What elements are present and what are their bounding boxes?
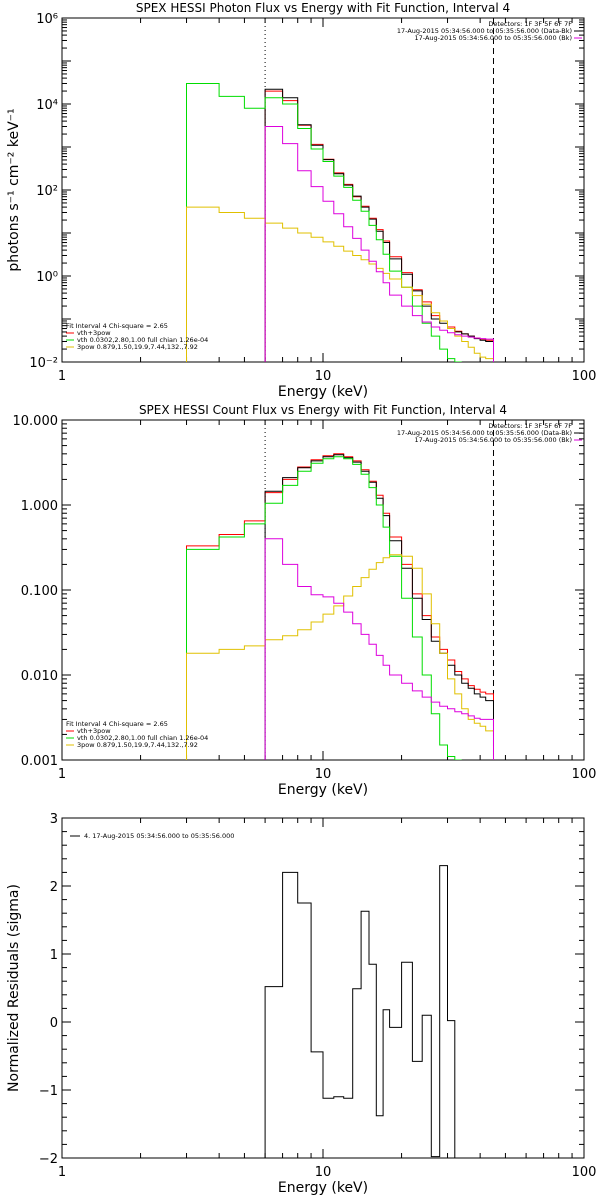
y-tick-label: 10² [36,184,58,199]
legend-bottom-left-text: vth 0.0302,2.80,1.00 full chian 1.26e-04 [77,336,208,344]
chart-panel-2: SPEX HESSI Count Flux vs Energy with Fit… [13,403,597,798]
legend-top-right-text: 17-Aug-2015 05:34:56.000 to 05:35:56.000… [397,27,572,35]
x-tick-label: 1 [58,1165,66,1180]
y-tick-label: 10⁴ [36,98,58,113]
legend-bottom-left-text: Fit Interval 4 Chi-square = 2.65 [66,720,168,728]
y-tick-label: 0.100 [21,584,58,599]
y-tick-label: −1 [39,1084,58,1099]
x-tick-label: 10 [315,767,332,782]
y-tick-label: 10⁶ [36,12,58,27]
series-line-vth-3pow [264,90,494,362]
y-axis-label: Normalized Residuals (sigma) [6,884,22,1092]
x-tick-label: 100 [572,1165,597,1180]
series-line-bk [264,126,494,362]
x-axis-label: Energy (keV) [278,782,368,798]
y-tick-label: 10⁰ [36,270,58,285]
legend-bottom-left-text: 3pow 0.879,1.50,19.9,7.44,132.,7.92 [77,343,198,351]
x-axis-label: Energy (keV) [278,384,368,400]
legend-top-right-text: 17-Aug-2015 05:34:56.000 to 05:35:56.000… [397,429,572,437]
chart-title: SPEX HESSI Count Flux vs Energy with Fit… [139,403,507,417]
x-tick-label: 100 [572,369,597,384]
y-tick-label: 3 [50,812,58,827]
y-tick-label: 1 [50,948,58,963]
y-tick-label: 10.000 [13,414,59,429]
legend-top-right-text: Detectors: 1F 3F 5F 6F 7F [488,20,572,28]
y-tick-label: 0.010 [21,669,58,684]
legend-bottom-left-text: 3pow 0.879,1.50,19.9,7.44,132.,7.92 [77,741,198,749]
series-line-4-17-aug-2015-05-34-56-000-to-05-35-56-000 [264,865,456,1158]
legend-top-left-text: 4. 17-Aug-2015 05:34:56.000 to 05:35:56.… [84,832,234,840]
legend-bottom-left-text: vth+3pow [77,727,111,735]
series-line-3pow [186,206,494,362]
plot-frame [61,419,585,761]
series-line-vth [186,83,462,362]
x-tick-label: 1 [58,767,66,782]
x-axis-label: Energy (keV) [278,1180,368,1196]
chart-panel-3: 1 10 100 −2 −1 0 1 2 3 Energy (keV) Normalized Res… [6,812,596,1196]
legend-bottom-left-text: Fit Interval 4 Chi-square = 2.65 [66,322,168,330]
series-line-bk [264,538,494,760]
legend-top-right-text: 17-Aug-2015 05:34:56.000 to 05:35:56.000… [415,34,572,42]
y-tick-label: 2 [50,880,58,895]
y-tick-label: 0.001 [21,754,58,769]
x-tick-label: 10 [315,369,332,384]
y-tick-label: 1.000 [21,499,58,514]
legend-bottom-left-text: vth 0.0302,2.80,1.00 full chian 1.26e-04 [77,734,208,742]
chart-panel-1: SPEX HESSI Photon Flux vs Energy with Fi… [6,1,596,400]
series-line-data-bk [264,454,494,760]
x-tick-label: 10 [315,1165,332,1180]
y-tick-label: 10⁻² [29,356,58,371]
legend-bottom-left-text: vth+3pow [77,329,111,337]
x-tick-label: 100 [572,767,597,782]
series-line-vth [186,456,462,760]
chart-title: SPEX HESSI Photon Flux vs Energy with Fi… [136,1,510,15]
y-axis-label: photons s⁻¹ cm⁻² keV⁻¹ [6,108,22,271]
series-line-data-bk [264,88,494,362]
legend-top-right-text: 17-Aug-2015 05:34:56.000 to 05:35:56.000… [415,436,572,444]
y-tick-label: −2 [39,1152,58,1167]
y-tick-label: 0 [50,1016,58,1031]
series-line-3pow [186,554,494,760]
legend-top-right-text: Detectors: 1F 3F 5F 6F 7F [488,422,572,430]
x-tick-label: 1 [58,369,66,384]
series-line-vth-3pow [186,453,494,760]
plot-frame [61,817,585,1159]
